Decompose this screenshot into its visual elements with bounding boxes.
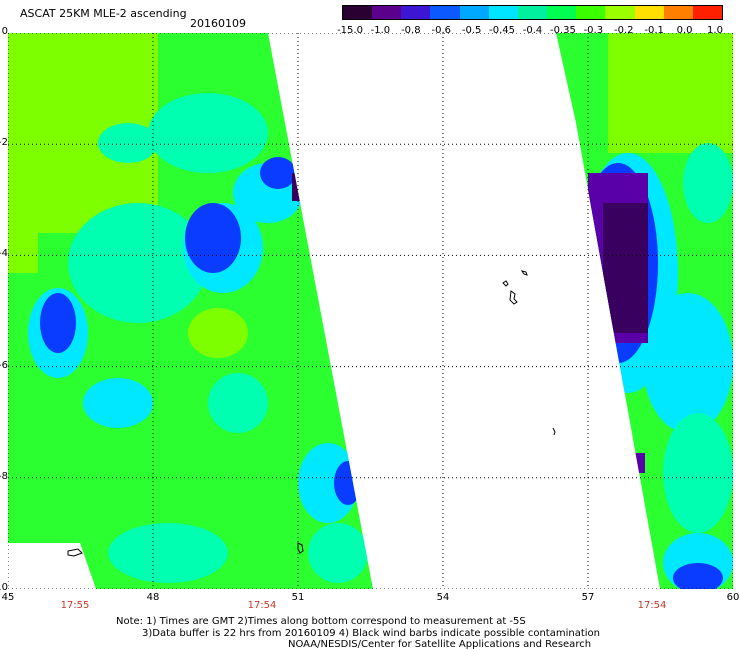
colorbar-segment: [372, 6, 402, 19]
swath-blob: [188, 308, 248, 358]
latitude-label: -2: [0, 137, 8, 149]
west-swath: [8, 33, 373, 589]
colorbar-label: -0.35: [549, 25, 576, 36]
swath-blob: [108, 523, 228, 583]
pass-time-label: 17:54: [247, 600, 277, 611]
longitude-label: 48: [146, 592, 160, 603]
swath-blob: [83, 378, 153, 428]
map-date: 20160109: [190, 17, 246, 30]
colorbar-label: -0.5: [461, 25, 482, 36]
swath-blob: [618, 63, 698, 123]
footer-note-1: Note: 1) Times are GMT 2)Times along bot…: [116, 616, 526, 627]
gridlines: [8, 33, 733, 589]
map-plot: [8, 33, 733, 589]
swath-blob: [673, 563, 723, 589]
colorbar-segment: [488, 6, 518, 19]
swath-blob: [683, 143, 733, 223]
colorbar-segment: [343, 6, 373, 19]
colorbar-label: -0.6: [431, 25, 452, 36]
swath-blob: [208, 373, 268, 433]
colorbar-label: 0.0: [676, 25, 693, 36]
longitude-label: 51: [291, 592, 305, 603]
longitude-label: 57: [581, 592, 595, 603]
swath-cell: [603, 203, 648, 333]
colorbar-segment: [459, 6, 489, 19]
colorbar-label: -1.0: [370, 25, 391, 36]
swath-blob: [663, 413, 733, 533]
swath-blob: [185, 203, 241, 273]
swath-cell: [8, 33, 38, 273]
swath-blob: [148, 93, 268, 173]
colorbar-label: -0.2: [613, 25, 634, 36]
latitude-label: -4: [0, 248, 8, 260]
map-title: ASCAT 25KM MLE-2 ascending: [20, 7, 187, 20]
colorbar-segment: [692, 6, 723, 19]
swath-blob: [334, 461, 362, 505]
colorbar-label: -0.8: [401, 25, 421, 36]
latitude-label: 0: [1, 26, 8, 37]
colorbar-segment: [517, 6, 548, 19]
colorbar-segment: [576, 6, 606, 19]
latitude-label: -10: [0, 582, 8, 593]
colorbar-segment: [547, 6, 577, 19]
longitude-label: 60: [726, 592, 740, 603]
east-swath: [556, 33, 733, 589]
pass-time-label: 17:54: [637, 600, 667, 611]
island-outlines: [67, 270, 556, 557]
colorbar-label: -0.45: [489, 25, 516, 36]
swath-blob: [98, 123, 158, 163]
colorbar-label: -0.3: [583, 25, 604, 36]
longitude-label: 54: [436, 592, 450, 603]
colorbar-label: -0.1: [644, 25, 664, 36]
swath-blob: [40, 293, 76, 353]
colorbar: [342, 5, 723, 20]
swath-cell: [633, 453, 645, 473]
colorbar-segment: [401, 6, 431, 19]
swath-blob: [260, 157, 296, 189]
swath-cell: [292, 133, 300, 158]
swath-blob: [68, 203, 208, 323]
pass-time-label: 17:55: [60, 600, 90, 611]
colorbar-label: -0.4: [522, 25, 543, 36]
colorbar-segment: [663, 6, 693, 19]
colorbar-segment: [430, 6, 460, 19]
colorbar-label: -15.0: [337, 25, 363, 36]
colorbar-segment: [634, 6, 664, 19]
latitude-label: -8: [0, 470, 8, 482]
footer-note-2: 3)Data buffer is 22 hrs from 20160109 4)…: [142, 628, 600, 639]
swath-blob: [643, 293, 733, 433]
longitude-label: 45: [1, 592, 15, 603]
colorbar-label: 1.0: [707, 25, 723, 36]
swath-blob: [308, 523, 368, 583]
footer-note-3: NOAA/NESDIS/Center for Satellite Applica…: [288, 639, 592, 650]
colorbar-segment: [605, 6, 635, 19]
latitude-label: -6: [0, 359, 8, 371]
